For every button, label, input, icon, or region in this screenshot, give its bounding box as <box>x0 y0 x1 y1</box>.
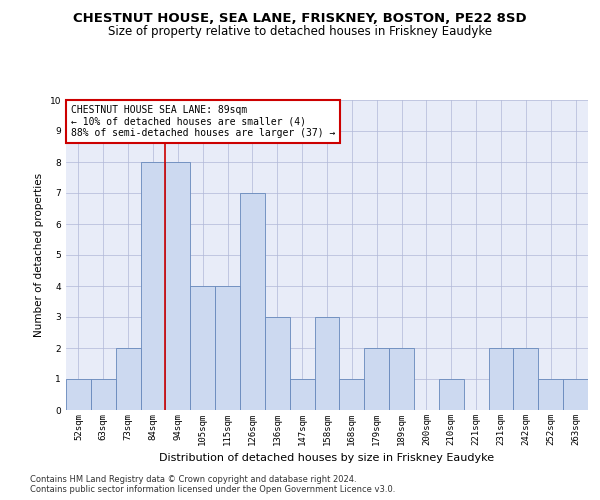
Bar <box>190 286 215 410</box>
Bar <box>314 317 340 410</box>
Bar <box>340 379 364 410</box>
Y-axis label: Number of detached properties: Number of detached properties <box>34 173 44 337</box>
Text: Contains public sector information licensed under the Open Government Licence v3: Contains public sector information licen… <box>30 485 395 494</box>
Bar <box>265 317 290 410</box>
Bar <box>563 379 588 410</box>
Bar <box>66 379 91 410</box>
Bar <box>140 162 166 410</box>
Bar <box>538 379 563 410</box>
Bar <box>290 379 314 410</box>
Bar <box>215 286 240 410</box>
Text: CHESTNUT HOUSE, SEA LANE, FRISKNEY, BOSTON, PE22 8SD: CHESTNUT HOUSE, SEA LANE, FRISKNEY, BOST… <box>73 12 527 26</box>
X-axis label: Distribution of detached houses by size in Friskney Eaudyke: Distribution of detached houses by size … <box>160 454 494 464</box>
Text: Contains HM Land Registry data © Crown copyright and database right 2024.: Contains HM Land Registry data © Crown c… <box>30 475 356 484</box>
Bar <box>389 348 414 410</box>
Bar <box>116 348 140 410</box>
Bar <box>439 379 464 410</box>
Bar <box>91 379 116 410</box>
Bar <box>488 348 514 410</box>
Bar <box>514 348 538 410</box>
Text: CHESTNUT HOUSE SEA LANE: 89sqm
← 10% of detached houses are smaller (4)
88% of s: CHESTNUT HOUSE SEA LANE: 89sqm ← 10% of … <box>71 104 335 138</box>
Bar <box>166 162 190 410</box>
Bar <box>240 193 265 410</box>
Text: Size of property relative to detached houses in Friskney Eaudyke: Size of property relative to detached ho… <box>108 25 492 38</box>
Bar <box>364 348 389 410</box>
